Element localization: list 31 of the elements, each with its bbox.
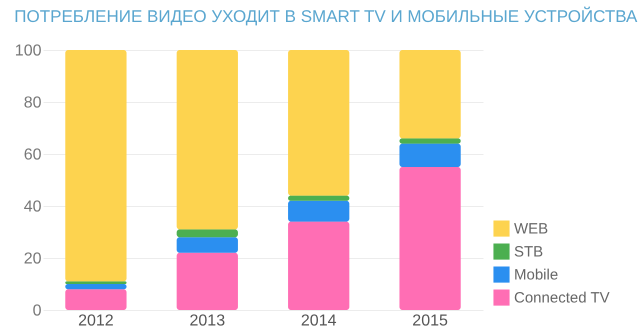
y-tick-label: 80 (24, 94, 42, 112)
x-tick-label: 2015 (412, 312, 448, 330)
bar (176, 237, 238, 253)
bar (65, 281, 127, 284)
y-tick-label: 40 (24, 198, 42, 216)
bar (65, 284, 127, 290)
bar (176, 50, 238, 230)
bar (288, 200, 350, 222)
bar (288, 222, 350, 310)
bar (399, 50, 461, 138)
bar (176, 252, 238, 310)
legend-label: Mobile (514, 266, 558, 284)
bar (288, 196, 350, 201)
x-tick-label: 2012 (78, 312, 114, 330)
bar (399, 144, 461, 167)
legend-label: WEB (514, 220, 548, 238)
bar (288, 50, 350, 196)
x-tick-label: 2014 (300, 312, 337, 330)
bar (65, 50, 127, 282)
y-tick-label: 20 (24, 250, 42, 268)
legend-label: STB (514, 244, 544, 260)
x-tick-label: 2013 (190, 312, 226, 330)
bar (176, 229, 238, 238)
y-tick-label: 100 (14, 42, 42, 60)
y-tick-label: 60 (24, 146, 42, 164)
chart-title: ПОТРЕБЛЕНИЕ ВИДЕО УХОДИТ В SMART TV И МОБИЛЬНЫЕ УСТРОЙСТВА (14, 6, 638, 26)
bar (399, 167, 461, 310)
bar (399, 138, 461, 144)
y-tick-label: 0 (32, 302, 42, 320)
legend-label: Connected TV (514, 290, 610, 306)
bar (65, 289, 127, 310)
